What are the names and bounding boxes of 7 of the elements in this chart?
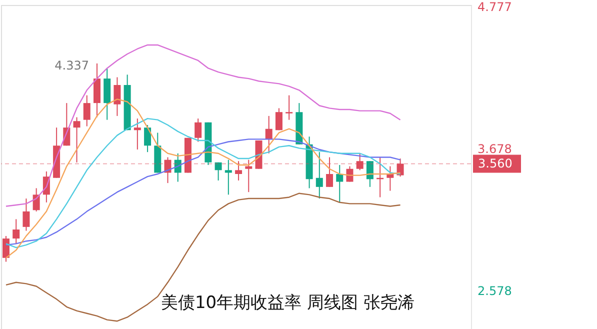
ref-line-label: 3.560 [478, 156, 512, 171]
y-tick-label: 2.578 [478, 284, 512, 298]
annotation: 美债10年期收益率 周线图 张尧浠 [160, 293, 414, 313]
y-tick-label: 4.777 [478, 0, 512, 14]
candlestick [286, 94, 293, 120]
annotation: 4.337 [54, 58, 89, 72]
y-tick-label: 3.678 [478, 142, 512, 156]
